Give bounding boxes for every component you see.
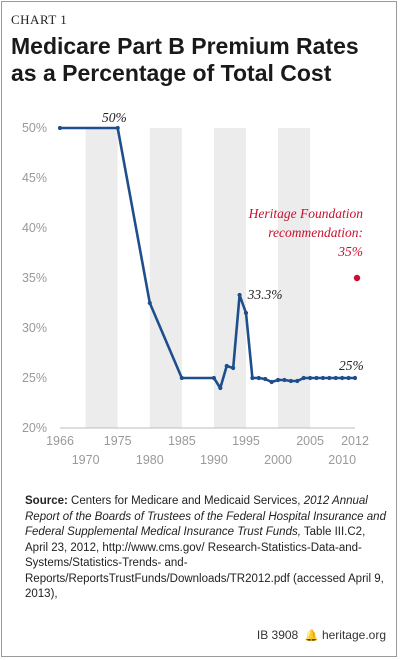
data-point xyxy=(346,375,351,381)
data-point xyxy=(275,377,281,383)
data-point xyxy=(314,375,319,381)
data-point xyxy=(250,375,255,381)
data-point xyxy=(237,292,242,298)
data-point xyxy=(282,377,287,383)
data-point xyxy=(211,375,217,381)
recommendation-label: recommendation: xyxy=(268,225,363,240)
chart-number-label: CHART 1 xyxy=(11,12,68,27)
annotation-label: 33.3% xyxy=(247,287,283,302)
data-point xyxy=(269,379,274,385)
data-point xyxy=(288,378,293,384)
data-point xyxy=(243,310,249,316)
site-name: heritage.org xyxy=(321,628,386,642)
grid-band xyxy=(213,128,246,428)
annotation-label: 50% xyxy=(102,110,127,125)
chart-title-line-1: Medicare Part B Premium Rates xyxy=(11,33,359,59)
recommendation-label: 35% xyxy=(337,244,363,259)
y-tick-label: 30% xyxy=(22,321,47,335)
chart-title-line-2: as a Percentage of Total Cost xyxy=(11,60,332,86)
bell-icon: 🔔 xyxy=(304,630,319,642)
data-point xyxy=(179,375,184,381)
y-tick-label: 35% xyxy=(22,271,47,285)
x-tick-label: 1995 xyxy=(232,434,260,448)
chart-title: Medicare Part B Premium Rates as a Perce… xyxy=(11,33,391,87)
x-tick-label: 2005 xyxy=(296,434,324,448)
grid-band xyxy=(278,128,311,428)
data-point xyxy=(256,375,261,381)
source-text-0: Centers for Medicare and Medicaid Servic… xyxy=(67,495,304,507)
y-tick-label: 25% xyxy=(22,371,47,385)
x-tick-label: 1970 xyxy=(72,453,100,467)
data-point xyxy=(295,378,300,384)
x-tick-label: 1980 xyxy=(136,453,164,467)
recommendation-point xyxy=(353,274,361,282)
recommendation-label: Heritage Foundation xyxy=(248,206,364,221)
data-point xyxy=(115,125,120,131)
x-tick-label: 1975 xyxy=(104,434,132,448)
grid-band xyxy=(85,128,118,428)
data-point xyxy=(224,363,229,369)
annotation-label: 25% xyxy=(339,358,364,373)
grid-band xyxy=(149,128,182,428)
y-tick-label: 20% xyxy=(22,421,47,435)
footer: IB 3908 🔔 heritage.org xyxy=(0,628,386,642)
x-tick-label: 1985 xyxy=(168,434,196,448)
data-point xyxy=(327,375,332,381)
data-point xyxy=(301,375,306,381)
data-point xyxy=(57,125,63,131)
x-tick-label: 2000 xyxy=(264,453,292,467)
source-label: Source: xyxy=(25,495,68,507)
source-note: Source: Centers for Medicare and Medicai… xyxy=(25,494,387,603)
x-tick-label: 2010 xyxy=(328,453,356,467)
x-tick-label: 2012 xyxy=(341,434,369,448)
data-point xyxy=(333,375,338,381)
data-point xyxy=(218,385,223,391)
issue-brief-number: IB 3908 xyxy=(256,628,299,642)
data-point xyxy=(308,375,313,381)
data-point xyxy=(231,365,236,371)
y-tick-label: 45% xyxy=(22,171,47,185)
y-tick-label: 40% xyxy=(22,221,47,235)
data-point xyxy=(352,375,358,381)
x-tick-label: 1990 xyxy=(200,453,228,467)
source-text-2: Table III.C2, April 23, 2012, http://www… xyxy=(25,526,384,600)
y-tick-label: 50% xyxy=(22,121,47,135)
x-tick-label: 1966 xyxy=(46,434,74,448)
data-point xyxy=(340,375,345,381)
data-point xyxy=(320,375,326,381)
source-text-1: 2012 Annual Report of the Boards of Trus… xyxy=(25,495,386,538)
data-point xyxy=(263,376,268,382)
data-point xyxy=(147,300,152,306)
line-chart: 20% 25% 30% 35% 40% 45% 50% 1966 1975 1985 1995 200… xyxy=(22,110,369,467)
